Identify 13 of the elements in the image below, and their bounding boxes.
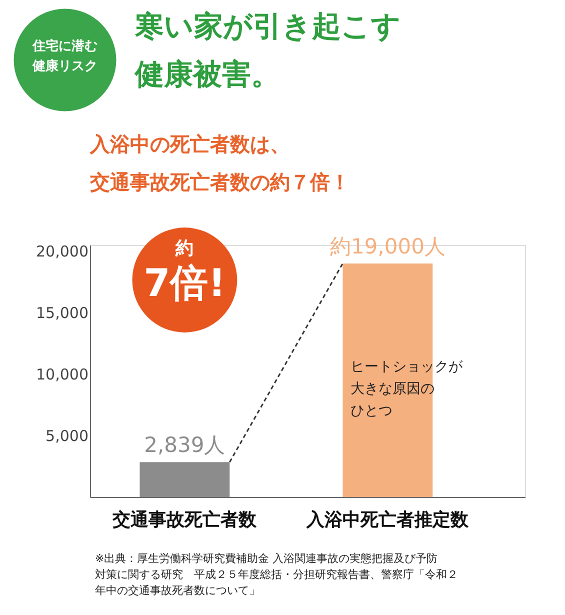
data-label: 2,839人 bbox=[144, 433, 226, 458]
y-tick-label: 5,000 bbox=[46, 427, 88, 446]
y-tick-label: 20,000 bbox=[36, 242, 88, 261]
chart-subtitle: 入浴中の死亡者数は、交通事故死亡者数の約７倍！ bbox=[89, 132, 350, 194]
y-tick-label: 15,000 bbox=[36, 304, 88, 322]
x-tick-label: 交通事故死亡者数 bbox=[112, 510, 258, 530]
data-label: 約19,000人 bbox=[330, 234, 446, 258]
x-tick-label: 入浴中死亡者推定数 bbox=[306, 510, 470, 530]
text: ※出典：厚生労働科学研究費補助金 入浴関連事故の実態把握及び予防対策に関する研究 平成２５年度総括・分担研究報告書、警察庁「令和２年中の交通事故死者数について」 bbox=[95, 552, 458, 597]
text: 住宅に潜む健康リスク bbox=[32, 38, 98, 74]
y-tick-label: 10,000 bbox=[36, 366, 88, 384]
chart-title: 寒い家が引き起こす健康被害。 bbox=[134, 9, 401, 91]
annotation: 約 7倍! bbox=[144, 238, 226, 305]
